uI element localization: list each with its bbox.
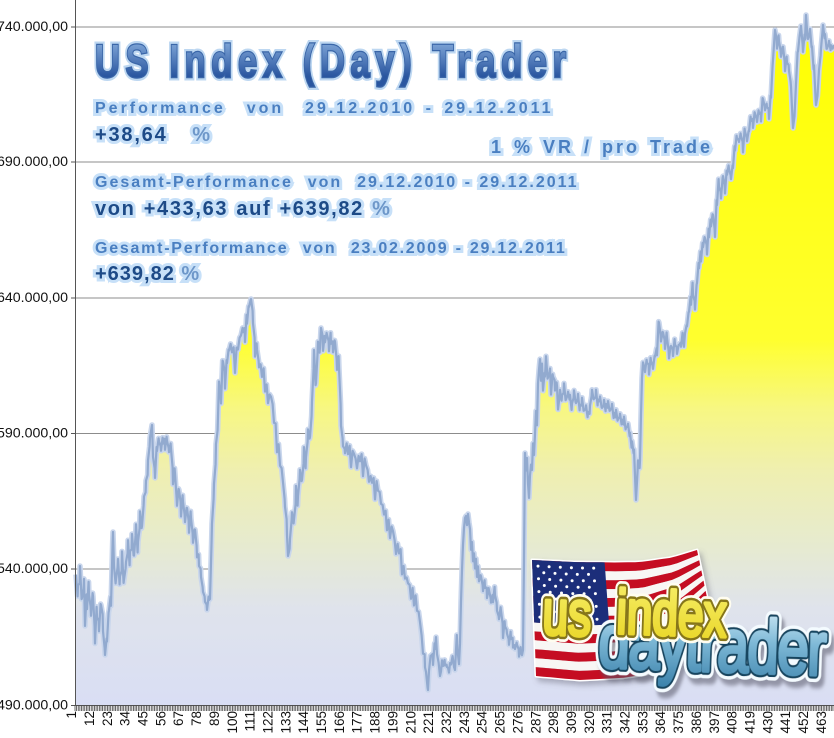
svg-text:320: 320 bbox=[582, 711, 597, 734]
svg-text:342: 342 bbox=[618, 711, 633, 734]
svg-text:89: 89 bbox=[207, 711, 222, 726]
svg-text:210: 210 bbox=[403, 711, 418, 734]
svg-text:287: 287 bbox=[528, 711, 543, 734]
svg-text:56: 56 bbox=[153, 711, 168, 726]
svg-text:188: 188 bbox=[368, 711, 383, 734]
svg-text:452: 452 bbox=[796, 711, 811, 734]
svg-text:45: 45 bbox=[136, 711, 151, 726]
svg-text:640.000,00: 640.000,00 bbox=[0, 290, 68, 306]
svg-text:111: 111 bbox=[243, 711, 258, 732]
svg-text:276: 276 bbox=[510, 711, 525, 734]
svg-text:index: index bbox=[616, 577, 728, 650]
svg-text:199: 199 bbox=[386, 711, 401, 734]
svg-text:us: us bbox=[542, 577, 593, 650]
svg-text:1: 1 bbox=[64, 711, 79, 719]
svg-text:index: index bbox=[616, 577, 728, 650]
svg-text:590.000,00: 590.000,00 bbox=[0, 426, 68, 442]
svg-text:232: 232 bbox=[439, 711, 454, 734]
svg-text:386: 386 bbox=[689, 711, 704, 734]
svg-text:daytrader: daytrader bbox=[597, 600, 826, 692]
svg-text:daytrader: daytrader bbox=[597, 600, 826, 692]
svg-text:375: 375 bbox=[671, 711, 686, 734]
svg-text:243: 243 bbox=[457, 711, 472, 734]
svg-text:540.000,00: 540.000,00 bbox=[0, 561, 68, 577]
svg-text:331: 331 bbox=[600, 711, 615, 734]
svg-text:23: 23 bbox=[100, 711, 115, 726]
svg-text:100: 100 bbox=[225, 711, 240, 734]
svg-text:12: 12 bbox=[82, 711, 97, 726]
svg-text:397: 397 bbox=[707, 711, 722, 734]
svg-text:122: 122 bbox=[261, 711, 276, 734]
svg-text:364: 364 bbox=[653, 711, 668, 734]
svg-text:441: 441 bbox=[778, 711, 793, 734]
svg-text:daytrader: daytrader bbox=[597, 600, 826, 692]
svg-text:144: 144 bbox=[296, 711, 311, 734]
svg-text:490.000,00: 490.000,00 bbox=[0, 698, 68, 714]
svg-text:155: 155 bbox=[314, 711, 329, 734]
svg-text:298: 298 bbox=[546, 711, 561, 734]
svg-text:us: us bbox=[542, 577, 593, 650]
svg-text:us: us bbox=[542, 577, 593, 650]
svg-text:265: 265 bbox=[493, 711, 508, 734]
svg-text:67: 67 bbox=[171, 711, 186, 726]
svg-text:430: 430 bbox=[760, 711, 775, 734]
svg-text:408: 408 bbox=[725, 711, 740, 734]
svg-text:221: 221 bbox=[421, 711, 436, 734]
svg-text:740.000,00: 740.000,00 bbox=[0, 19, 68, 35]
svg-text:166: 166 bbox=[332, 711, 347, 734]
svg-text:419: 419 bbox=[743, 711, 758, 734]
svg-text:254: 254 bbox=[475, 711, 490, 734]
svg-text:78: 78 bbox=[189, 711, 204, 726]
svg-text:353: 353 bbox=[635, 711, 650, 734]
svg-text:133: 133 bbox=[278, 711, 293, 734]
svg-text:463: 463 bbox=[814, 711, 829, 734]
svg-text:309: 309 bbox=[564, 711, 579, 734]
svg-text:34: 34 bbox=[118, 711, 133, 727]
svg-text:690.000,00: 690.000,00 bbox=[0, 154, 68, 170]
svg-text:177: 177 bbox=[350, 711, 365, 734]
svg-text:index: index bbox=[616, 577, 728, 650]
